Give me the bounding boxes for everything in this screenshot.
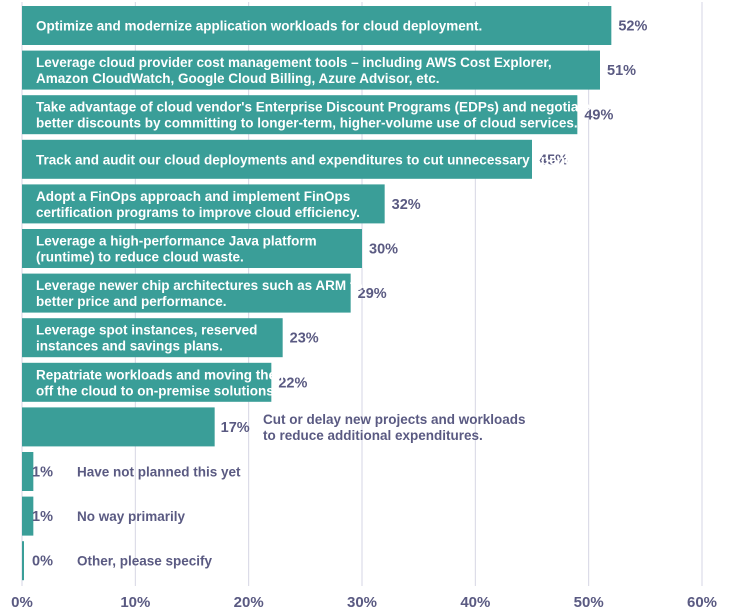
value-label: 30% [369, 242, 398, 258]
category-label: Have not planned this yet [77, 465, 241, 480]
category-label: off the cloud to on-premise solutions. [36, 383, 278, 398]
category-label: Adopt a FinOps approach and implement Fi… [36, 189, 350, 204]
value-label: 22% [278, 375, 307, 391]
category-label: No way primarily [77, 509, 186, 524]
category-label: better discounts by committing to longer… [36, 116, 578, 131]
category-label: (runtime) to reduce cloud waste. [36, 250, 244, 265]
category-label: certification programs to improve cloud … [36, 205, 360, 220]
category-label: Leverage cloud provider cost management … [36, 55, 552, 70]
value-label: 49% [584, 108, 613, 124]
value-label: 52% [618, 19, 647, 35]
bar [22, 184, 385, 224]
value-label: 17% [221, 420, 250, 436]
category-label: Take advantage of cloud vendor's Enterpr… [36, 100, 591, 115]
category-label: Leverage spot instances, reserved [36, 323, 257, 338]
x-tick-label: 50% [574, 594, 604, 611]
value-label: 32% [392, 197, 421, 213]
category-label: Leverage newer chip architectures such a… [36, 278, 369, 293]
category-label: Leverage a high-performance Java platfor… [36, 234, 317, 249]
bars-layer [22, 6, 612, 581]
value-label: 1% [32, 465, 53, 481]
bar [22, 139, 532, 179]
category-label: Repatriate workloads and moving them [36, 367, 288, 382]
bar [22, 273, 351, 313]
value-label: 0% [32, 554, 53, 570]
category-label: better price and performance. [36, 294, 227, 309]
bar [22, 6, 612, 45]
bar [22, 541, 24, 581]
x-tick-label: 10% [120, 594, 150, 611]
bar [22, 452, 34, 491]
x-axis-ticks: 0% 10% 20% 30% 40% 50% 60% [11, 594, 717, 611]
category-label: Amazon CloudWatch, Google Cloud Billing,… [36, 71, 440, 86]
x-tick-label: 30% [347, 594, 377, 611]
bar [22, 362, 272, 402]
category-label: Other, please specify [77, 554, 213, 569]
bar [22, 229, 362, 268]
value-label: 23% [290, 331, 319, 347]
value-label: 45% [539, 152, 568, 168]
category-label: Cut or delay new projects and workloads [263, 412, 526, 427]
labels-layer: 52% Optimize and modernize application wo… [32, 19, 647, 570]
category-label: Optimize and modernize application workl… [36, 19, 482, 34]
bar [22, 50, 600, 90]
bar [22, 318, 283, 358]
bar [22, 496, 34, 536]
x-tick-label: 20% [234, 594, 264, 611]
value-label: 51% [607, 63, 636, 79]
bar [22, 407, 215, 447]
x-tick-label: 40% [460, 594, 490, 611]
category-label: Track and audit our cloud deployments an… [36, 152, 577, 167]
value-label: 1% [32, 509, 53, 525]
x-tick-label: 0% [11, 594, 33, 611]
value-label: 29% [358, 286, 387, 302]
category-label: to reduce additional expenditures. [263, 428, 483, 443]
x-tick-label: 60% [687, 594, 717, 611]
category-label: instances and savings plans. [36, 339, 223, 354]
bar [22, 95, 578, 135]
